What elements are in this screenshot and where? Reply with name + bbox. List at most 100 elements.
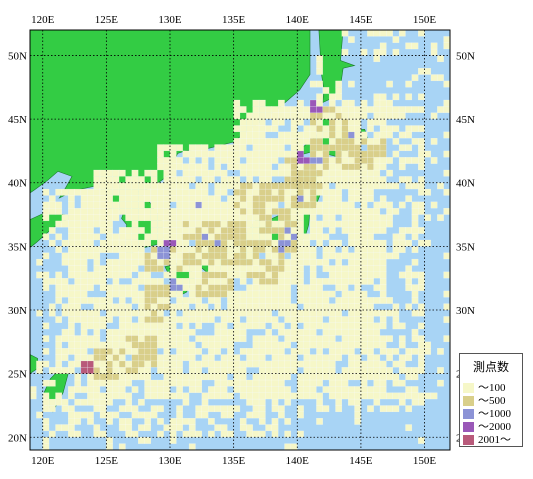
observation-cell: [316, 322, 323, 330]
observation-cell: [233, 252, 241, 260]
observation-cell: [80, 188, 88, 196]
observation-cell: [138, 322, 145, 330]
observation-cell: [405, 271, 413, 279]
observation-cell: [265, 373, 273, 381]
observation-cell: [80, 398, 88, 406]
observation-cell: [150, 341, 158, 349]
observation-cell: [328, 118, 336, 126]
observation-cell: [348, 373, 355, 381]
observation-cell: [208, 252, 215, 260]
observation-cell: [112, 208, 120, 215]
observation-cell: [252, 373, 260, 381]
observation-cell: [367, 392, 374, 400]
observation-cell: [182, 201, 190, 209]
observation-cell: [208, 220, 215, 228]
observation-cell: [144, 367, 152, 374]
observation-cell: [176, 405, 183, 413]
observation-cell: [246, 303, 253, 311]
observation-cell: [227, 258, 234, 266]
observation-cell: [106, 182, 113, 190]
observation-cell: [398, 360, 406, 368]
observation-cell: [157, 392, 164, 400]
observation-cell: [169, 284, 177, 292]
observation-cell: [297, 278, 304, 285]
observation-cell: [220, 188, 228, 196]
observation-cell: [278, 258, 285, 266]
observation-cell: [112, 367, 120, 374]
observation-cell: [258, 348, 266, 355]
observation-cell: [176, 341, 183, 349]
lon-tick-label: 150E: [413, 14, 437, 26]
observation-cell: [233, 144, 241, 152]
observation-cell: [80, 271, 88, 279]
observation-cell: [379, 373, 387, 381]
observation-cell: [169, 271, 177, 279]
observation-cell: [258, 265, 266, 273]
observation-cell: [265, 258, 273, 266]
observation-cell: [354, 284, 362, 292]
observation-cell: [398, 131, 406, 139]
observation-cell: [373, 398, 381, 406]
observation-cell: [74, 278, 82, 285]
observation-cell: [341, 227, 349, 234]
observation-cell: [42, 424, 50, 432]
observation-cell: [99, 271, 107, 279]
observation-cell: [125, 309, 133, 317]
observation-cell: [360, 386, 368, 393]
observation-cell: [157, 367, 164, 374]
observation-cell: [220, 150, 228, 158]
observation-cell: [316, 163, 323, 171]
observation-cell: [278, 341, 285, 349]
observation-cell: [258, 195, 266, 203]
observation-cell: [379, 138, 387, 145]
observation-cell: [118, 348, 126, 355]
observation-cell: [341, 163, 349, 171]
observation-cell: [93, 214, 101, 222]
observation-cell: [201, 335, 209, 343]
legend: 測点数 ～100 ～500 ～1000 ～2000 2001～: [459, 353, 523, 447]
observation-cell: [157, 258, 164, 266]
observation-cell: [335, 309, 343, 317]
observation-cell: [233, 208, 241, 215]
observation-cell: [125, 265, 133, 273]
observation-cell: [379, 99, 387, 107]
observation-cell: [379, 309, 387, 317]
observation-cell: [290, 316, 298, 323]
observation-cell: [303, 297, 311, 304]
observation-cell: [125, 367, 133, 374]
observation-cell: [188, 354, 196, 362]
observation-cell: [233, 322, 241, 330]
observation-cell: [93, 246, 101, 253]
observation-cell: [284, 208, 292, 215]
observation-cell: [106, 265, 113, 273]
observation-cell: [392, 125, 400, 133]
observation-cell: [55, 424, 63, 432]
observation-cell: [239, 233, 247, 241]
observation-cell: [309, 80, 317, 88]
observation-cell: [303, 373, 311, 381]
observation-cell: [309, 246, 317, 253]
observation-cell: [80, 214, 88, 222]
observation-cell: [239, 335, 247, 343]
observation-cell: [99, 176, 107, 183]
observation-cell: [278, 284, 285, 292]
observation-cell: [201, 360, 209, 368]
observation-cell: [373, 93, 381, 101]
observation-cell: [195, 258, 203, 266]
observation-cell: [252, 341, 260, 349]
observation-cell: [309, 328, 317, 336]
observation-cell: [278, 195, 285, 203]
observation-cell: [99, 195, 107, 203]
observation-cell: [246, 398, 253, 406]
observation-cell: [430, 138, 438, 145]
observation-cell: [169, 169, 177, 177]
observation-cell: [220, 373, 228, 381]
observation-cell: [74, 208, 82, 215]
observation-cell: [348, 278, 355, 285]
observation-cell: [265, 195, 273, 203]
observation-cell: [188, 220, 196, 228]
observation-cell: [246, 201, 253, 209]
observation-cell: [265, 303, 273, 311]
observation-cell: [278, 354, 285, 362]
observation-cell: [106, 239, 113, 247]
